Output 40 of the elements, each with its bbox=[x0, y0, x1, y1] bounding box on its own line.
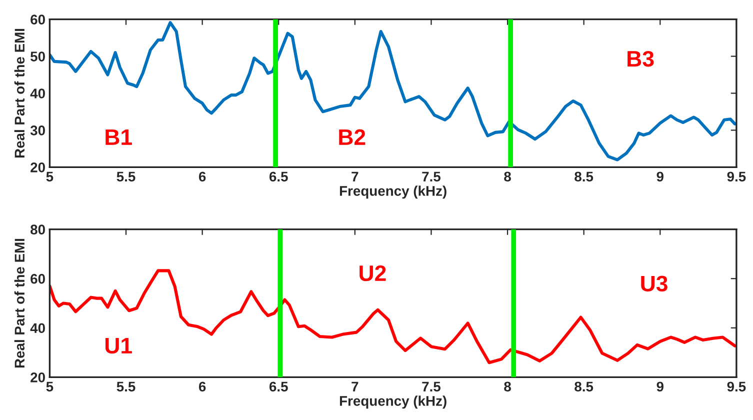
x-tick-label: 6.5 bbox=[269, 382, 288, 392]
annotation: B3 bbox=[628, 50, 654, 67]
y-tick-label: 40 bbox=[30, 88, 45, 98]
x-tick-label: 5.5 bbox=[116, 172, 136, 182]
x-tick-label: 6 bbox=[198, 382, 206, 392]
x-tick-label: 9.5 bbox=[727, 172, 746, 182]
x-tick-label: 9 bbox=[656, 382, 664, 392]
y-tick-label: 80 bbox=[30, 224, 45, 234]
x-tick-label: 5 bbox=[46, 382, 54, 392]
x-tick-label: 7 bbox=[352, 172, 358, 182]
y-tick-label: 40 bbox=[30, 323, 45, 334]
x-axis-title: Frequency (kHz) bbox=[340, 396, 446, 409]
x-tick-label: 6 bbox=[198, 172, 206, 182]
x-tick-label: 5 bbox=[46, 172, 54, 182]
x-tick-label: 5.5 bbox=[116, 382, 136, 392]
y-tick-label: 30 bbox=[30, 126, 45, 136]
y-tick-label: 60 bbox=[30, 274, 45, 284]
x-tick-label: 7.5 bbox=[422, 382, 440, 392]
y-tick-label: 60 bbox=[30, 14, 45, 24]
x-tick-label: 8.5 bbox=[574, 172, 594, 182]
annotation: B2 bbox=[339, 129, 366, 145]
y-tick-label: 50 bbox=[30, 52, 45, 62]
x-tick-label: 9 bbox=[656, 172, 664, 182]
y-axis-title: Real Part of the EMI bbox=[14, 238, 25, 368]
x-tick-label: 9.5 bbox=[727, 382, 746, 392]
annotation: U3 bbox=[641, 276, 668, 292]
x-tick-label: 8.5 bbox=[574, 382, 594, 392]
x-tick-label: 6.5 bbox=[269, 172, 288, 182]
x-axis-title: Frequency (kHz) bbox=[340, 186, 446, 199]
annotation: U1 bbox=[106, 338, 132, 354]
line-series bbox=[50, 21, 736, 162]
annotation: B1 bbox=[106, 130, 132, 145]
x-tick-label: 8 bbox=[504, 172, 511, 182]
y-tick-label: 20 bbox=[30, 372, 45, 382]
x-tick-label: 7 bbox=[352, 382, 358, 392]
x-tick-label: 7.5 bbox=[422, 172, 440, 182]
x-tick-label: 8 bbox=[504, 382, 511, 392]
y-axis-title: Real Part of the EMI bbox=[14, 28, 25, 158]
annotation: U2 bbox=[360, 265, 386, 282]
y-tick-label: 20 bbox=[30, 162, 45, 172]
